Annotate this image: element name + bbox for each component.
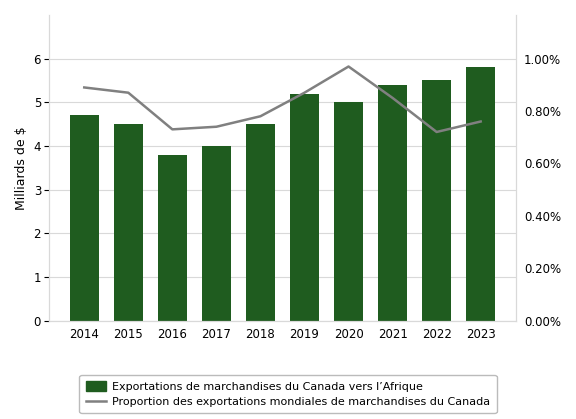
Legend: Exportations de marchandises du Canada vers l’Afrique, Proportion des exportatio: Exportations de marchandises du Canada v… [79,375,497,414]
Bar [378,85,407,321]
Proportion des exportations mondiales de marchandises du Canada [345,64,352,69]
Proportion des exportations mondiales de marchandises du Canada [433,129,440,134]
Bar [290,93,319,321]
Proportion des exportations mondiales de marchandises du Canada [389,96,396,101]
Bar [334,102,363,321]
Proportion des exportations mondiales de marchandises du Canada [169,127,176,132]
Proportion des exportations mondiales de marchandises du Canada [81,85,88,90]
Proportion des exportations mondiales de marchandises du Canada [125,90,132,95]
Line: Proportion des exportations mondiales de marchandises du Canada: Proportion des exportations mondiales de… [84,67,480,132]
Bar [158,155,187,321]
Bar [467,67,495,321]
Bar [70,115,98,321]
Bar [202,146,231,321]
Bar [246,124,275,321]
Proportion des exportations mondiales de marchandises du Canada [301,90,308,95]
Proportion des exportations mondiales de marchandises du Canada [477,119,484,124]
Y-axis label: Milliards de $: Milliards de $ [15,126,28,210]
Proportion des exportations mondiales de marchandises du Canada [257,114,264,119]
Bar [422,80,451,321]
Proportion des exportations mondiales de marchandises du Canada [213,124,220,129]
Bar [114,124,143,321]
